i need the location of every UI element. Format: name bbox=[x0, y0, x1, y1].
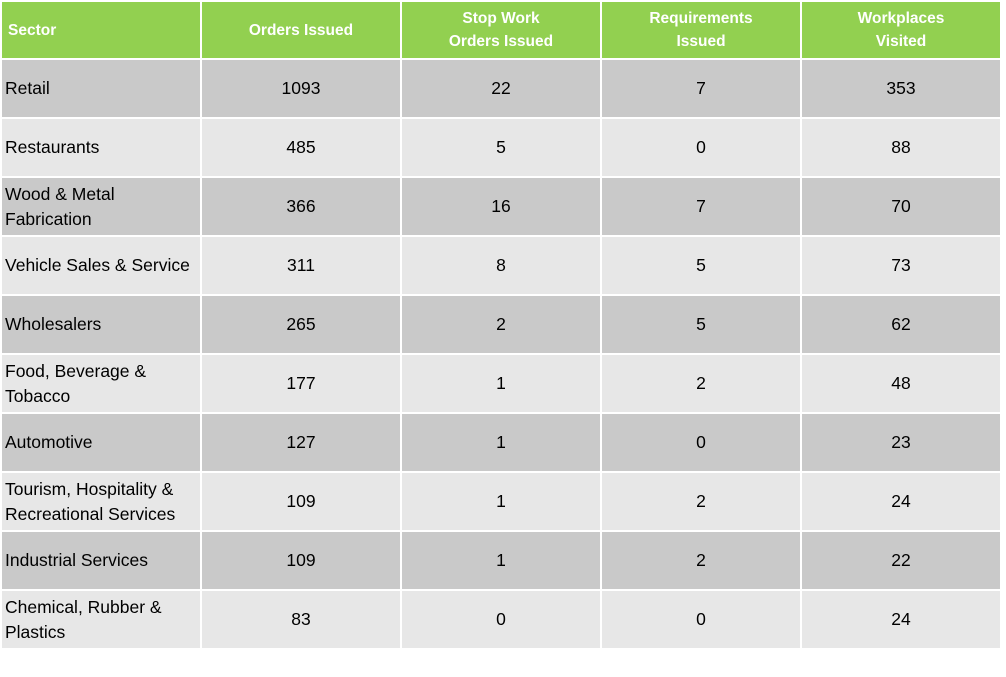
column-header-sector: Sector bbox=[2, 2, 200, 58]
cell-requirements-issued: 5 bbox=[602, 237, 800, 294]
cell-workplaces-visited: 23 bbox=[802, 414, 1000, 471]
cell-sector: Wood & Metal Fabrication bbox=[2, 178, 200, 235]
table-row: Retail 1093 22 7 353 bbox=[2, 60, 1000, 117]
cell-orders-issued: 485 bbox=[202, 119, 400, 176]
cell-sector: Retail bbox=[2, 60, 200, 117]
table-row: Wholesalers 265 2 5 62 bbox=[2, 296, 1000, 353]
cell-sector: Automotive bbox=[2, 414, 200, 471]
cell-requirements-issued: 0 bbox=[602, 414, 800, 471]
table-row: Automotive 127 1 0 23 bbox=[2, 414, 1000, 471]
cell-sector: Food, Beverage & Tobacco bbox=[2, 355, 200, 412]
table-row: Restaurants 485 5 0 88 bbox=[2, 119, 1000, 176]
table-row: Wood & Metal Fabrication 366 16 7 70 bbox=[2, 178, 1000, 235]
cell-stop-work-orders: 22 bbox=[402, 60, 600, 117]
cell-workplaces-visited: 88 bbox=[802, 119, 1000, 176]
cell-requirements-issued: 0 bbox=[602, 591, 800, 648]
cell-workplaces-visited: 22 bbox=[802, 532, 1000, 589]
cell-sector: Restaurants bbox=[2, 119, 200, 176]
cell-stop-work-orders: 2 bbox=[402, 296, 600, 353]
cell-sector: Chemical, Rubber & Plastics bbox=[2, 591, 200, 648]
cell-requirements-issued: 2 bbox=[602, 355, 800, 412]
cell-stop-work-orders: 1 bbox=[402, 355, 600, 412]
cell-stop-work-orders: 0 bbox=[402, 591, 600, 648]
cell-sector: Industrial Services bbox=[2, 532, 200, 589]
table-row: Tourism, Hospitality & Recreational Serv… bbox=[2, 473, 1000, 530]
cell-orders-issued: 109 bbox=[202, 532, 400, 589]
cell-workplaces-visited: 353 bbox=[802, 60, 1000, 117]
cell-orders-issued: 83 bbox=[202, 591, 400, 648]
table-row: Chemical, Rubber & Plastics 83 0 0 24 bbox=[2, 591, 1000, 648]
cell-workplaces-visited: 24 bbox=[802, 591, 1000, 648]
cell-stop-work-orders: 8 bbox=[402, 237, 600, 294]
cell-requirements-issued: 2 bbox=[602, 473, 800, 530]
column-header-workplaces-visited: Workplaces Visited bbox=[802, 2, 1000, 58]
cell-workplaces-visited: 24 bbox=[802, 473, 1000, 530]
cell-orders-issued: 109 bbox=[202, 473, 400, 530]
table-row: Vehicle Sales & Service 311 8 5 73 bbox=[2, 237, 1000, 294]
table-row: Food, Beverage & Tobacco 177 1 2 48 bbox=[2, 355, 1000, 412]
cell-orders-issued: 1093 bbox=[202, 60, 400, 117]
cell-sector: Tourism, Hospitality & Recreational Serv… bbox=[2, 473, 200, 530]
cell-stop-work-orders: 16 bbox=[402, 178, 600, 235]
table-body: Retail 1093 22 7 353 Restaurants 485 5 0 88 Wood &… bbox=[2, 60, 1000, 648]
column-header-orders-issued: Orders Issued bbox=[202, 2, 400, 58]
cell-requirements-issued: 7 bbox=[602, 60, 800, 117]
cell-requirements-issued: 2 bbox=[602, 532, 800, 589]
cell-workplaces-visited: 48 bbox=[802, 355, 1000, 412]
cell-requirements-issued: 7 bbox=[602, 178, 800, 235]
table-row: Industrial Services 109 1 2 22 bbox=[2, 532, 1000, 589]
cell-orders-issued: 366 bbox=[202, 178, 400, 235]
column-header-stop-work-orders: Stop Work Orders Issued bbox=[402, 2, 600, 58]
cell-workplaces-visited: 73 bbox=[802, 237, 1000, 294]
cell-stop-work-orders: 1 bbox=[402, 414, 600, 471]
cell-orders-issued: 265 bbox=[202, 296, 400, 353]
cell-orders-issued: 127 bbox=[202, 414, 400, 471]
cell-sector: Vehicle Sales & Service bbox=[2, 237, 200, 294]
cell-workplaces-visited: 62 bbox=[802, 296, 1000, 353]
cell-workplaces-visited: 70 bbox=[802, 178, 1000, 235]
header-row: Sector Orders Issued Stop Work Orders Is… bbox=[2, 2, 1000, 58]
cell-requirements-issued: 5 bbox=[602, 296, 800, 353]
cell-sector: Wholesalers bbox=[2, 296, 200, 353]
cell-stop-work-orders: 1 bbox=[402, 532, 600, 589]
cell-stop-work-orders: 5 bbox=[402, 119, 600, 176]
cell-stop-work-orders: 1 bbox=[402, 473, 600, 530]
column-header-requirements-issued: Requirements Issued bbox=[602, 2, 800, 58]
data-table: Sector Orders Issued Stop Work Orders Is… bbox=[2, 2, 1000, 648]
cell-requirements-issued: 0 bbox=[602, 119, 800, 176]
cell-orders-issued: 177 bbox=[202, 355, 400, 412]
cell-orders-issued: 311 bbox=[202, 237, 400, 294]
